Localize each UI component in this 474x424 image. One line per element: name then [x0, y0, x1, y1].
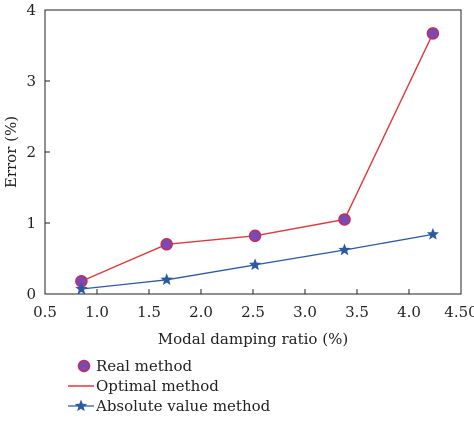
x-tick-label: 1.0 — [85, 303, 109, 321]
y-tick-label: 4 — [26, 1, 36, 19]
absolute-value-method-point — [426, 227, 440, 240]
x-tick-label: 4.50 — [444, 303, 474, 321]
legend-absolute-value-method-marker — [74, 399, 88, 412]
legend-absolute-value-method-label: Absolute value method — [95, 397, 271, 415]
real-method-point — [426, 27, 440, 40]
absolute-value-method-point — [338, 243, 351, 256]
real-method-point — [160, 238, 173, 251]
x-tick-label: 4.0 — [397, 303, 421, 321]
legend-real-method-marker — [77, 359, 91, 373]
absolute-value-method-point — [75, 282, 88, 295]
absolute-value-method-line — [81, 233, 434, 290]
x-tick-label: 3.0 — [293, 303, 317, 321]
x-tick-label: 1.5 — [137, 303, 161, 321]
legend-optimal-method-label: Optimal method — [96, 377, 219, 395]
plot-frame — [44, 9, 462, 295]
y-tick-label: 1 — [26, 214, 36, 232]
x-tick-label: 2.0 — [189, 303, 213, 321]
x-tick-label: 2.5 — [241, 303, 265, 321]
y-tick-label: 0 — [26, 285, 36, 303]
y-axis-title: Error (%) — [2, 116, 20, 188]
absolute-value-method-point — [160, 273, 173, 286]
y-tick-label: 3 — [26, 72, 36, 90]
x-tick-label: 3.5 — [345, 303, 369, 321]
x-tick-label: 0.5 — [33, 303, 57, 321]
legend-real-method-label: Real method — [96, 357, 192, 375]
absolute-value-method-point — [248, 258, 262, 271]
y-tick-label: 2 — [26, 143, 36, 161]
x-axis-title: Modal damping ratio (%) — [158, 330, 348, 348]
real-method-point — [248, 229, 262, 243]
real-method-point — [338, 213, 351, 226]
